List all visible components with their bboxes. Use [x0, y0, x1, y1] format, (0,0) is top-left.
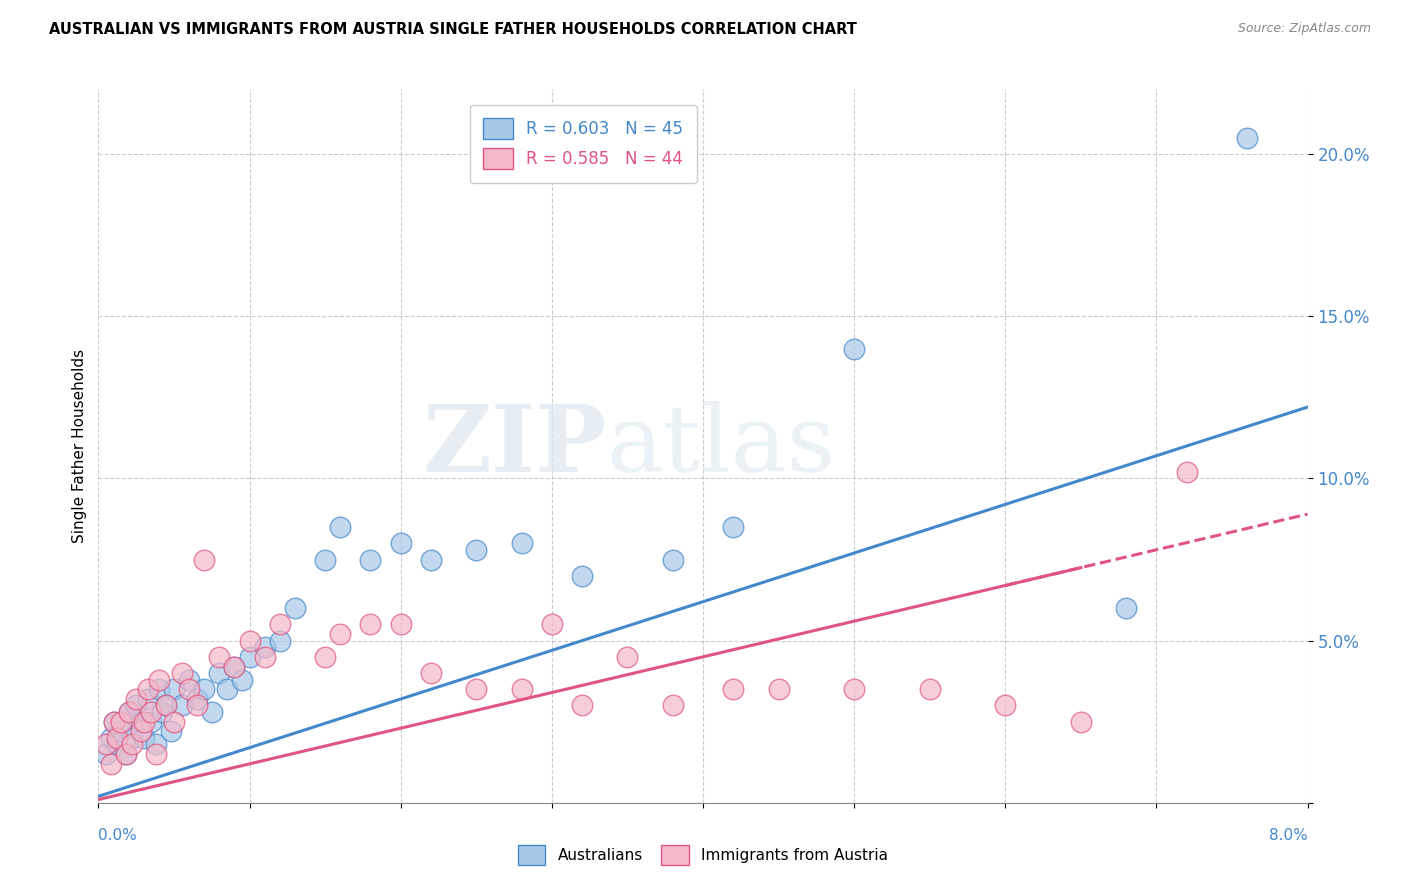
Point	[540, 617, 562, 632]
Point	[141, 714, 163, 729]
Text: Source: ZipAtlas.com: Source: ZipAtlas.com	[1237, 22, 1371, 36]
Point	[571, 568, 593, 582]
Point	[1236, 131, 1258, 145]
Point	[155, 698, 177, 713]
Point	[100, 731, 122, 745]
Point	[121, 731, 143, 745]
Point	[1115, 601, 1137, 615]
Point	[571, 698, 593, 713]
Text: ZIP: ZIP	[422, 401, 606, 491]
Text: atlas: atlas	[606, 401, 835, 491]
Point	[193, 552, 215, 566]
Point	[141, 705, 163, 719]
Point	[844, 682, 866, 697]
Point	[239, 649, 262, 664]
Point	[420, 552, 443, 566]
Legend: R = 0.603   N = 45, R = 0.585   N = 44: R = 0.603 N = 45, R = 0.585 N = 44	[470, 104, 696, 183]
Point	[114, 747, 136, 761]
Point	[145, 747, 167, 761]
Point	[125, 698, 148, 713]
Point	[510, 536, 533, 550]
Point	[145, 738, 167, 752]
Point	[360, 617, 382, 632]
Y-axis label: Single Father Households: Single Father Households	[72, 349, 87, 543]
Point	[163, 714, 186, 729]
Point	[163, 682, 186, 697]
Point	[179, 673, 201, 687]
Point	[208, 666, 231, 681]
Point	[136, 692, 159, 706]
Point	[253, 640, 276, 654]
Point	[389, 536, 412, 550]
Point	[1175, 465, 1198, 479]
Point	[329, 627, 352, 641]
Point	[132, 714, 155, 729]
Point	[224, 659, 246, 673]
Point	[150, 705, 173, 719]
Point	[155, 698, 177, 713]
Point	[110, 714, 132, 729]
Point	[314, 649, 336, 664]
Point	[170, 698, 193, 713]
Point	[269, 617, 291, 632]
Point	[314, 552, 336, 566]
Point	[253, 649, 276, 664]
Point	[100, 756, 122, 771]
Point	[170, 666, 193, 681]
Point	[136, 682, 159, 697]
Point	[768, 682, 790, 697]
Point	[129, 724, 152, 739]
Point	[103, 714, 125, 729]
Point	[132, 731, 155, 745]
Point	[215, 682, 238, 697]
Point	[186, 698, 208, 713]
Point	[269, 633, 291, 648]
Point	[239, 633, 262, 648]
Point	[125, 692, 148, 706]
Point	[465, 542, 488, 557]
Point	[723, 520, 745, 534]
Point	[193, 682, 215, 697]
Point	[616, 649, 638, 664]
Point	[1070, 714, 1092, 729]
Point	[284, 601, 307, 615]
Point	[329, 520, 352, 534]
Point	[114, 747, 136, 761]
Point	[118, 705, 141, 719]
Point	[918, 682, 941, 697]
Point	[994, 698, 1017, 713]
Point	[121, 738, 143, 752]
Point	[208, 649, 231, 664]
Text: AUSTRALIAN VS IMMIGRANTS FROM AUSTRIA SINGLE FATHER HOUSEHOLDS CORRELATION CHART: AUSTRALIAN VS IMMIGRANTS FROM AUSTRIA SI…	[49, 22, 858, 37]
Point	[465, 682, 488, 697]
Point	[844, 342, 866, 356]
Point	[186, 692, 208, 706]
Text: 0.0%: 0.0%	[98, 828, 138, 843]
Point	[389, 617, 412, 632]
Point	[118, 705, 141, 719]
Point	[94, 738, 117, 752]
Legend: Australians, Immigrants from Austria: Australians, Immigrants from Austria	[512, 839, 894, 871]
Point	[723, 682, 745, 697]
Point	[179, 682, 201, 697]
Text: 8.0%: 8.0%	[1268, 828, 1308, 843]
Point	[360, 552, 382, 566]
Point	[160, 724, 183, 739]
Point	[661, 698, 683, 713]
Point	[129, 714, 152, 729]
Point	[661, 552, 683, 566]
Point	[224, 659, 246, 673]
Point	[94, 747, 117, 761]
Point	[201, 705, 224, 719]
Point	[103, 714, 125, 729]
Point	[231, 673, 253, 687]
Point	[420, 666, 443, 681]
Point	[105, 738, 128, 752]
Point	[510, 682, 533, 697]
Point	[148, 673, 170, 687]
Point	[148, 682, 170, 697]
Point	[105, 731, 128, 745]
Point	[110, 724, 132, 739]
